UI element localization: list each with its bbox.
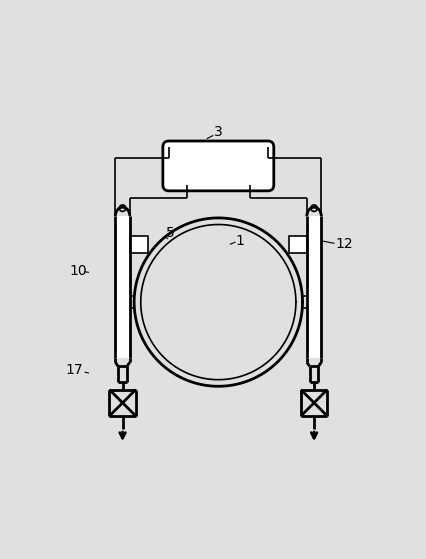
Text: 17: 17 bbox=[66, 363, 83, 377]
Text: 3: 3 bbox=[214, 125, 223, 139]
FancyBboxPatch shape bbox=[163, 141, 274, 191]
Text: 1: 1 bbox=[235, 234, 244, 248]
Text: 10: 10 bbox=[69, 264, 87, 278]
Bar bbox=[307, 216, 321, 358]
Bar bbox=[289, 236, 307, 253]
Bar bbox=[115, 216, 130, 358]
Text: 5: 5 bbox=[166, 226, 175, 240]
Bar bbox=[130, 236, 148, 253]
Text: 12: 12 bbox=[336, 238, 353, 252]
